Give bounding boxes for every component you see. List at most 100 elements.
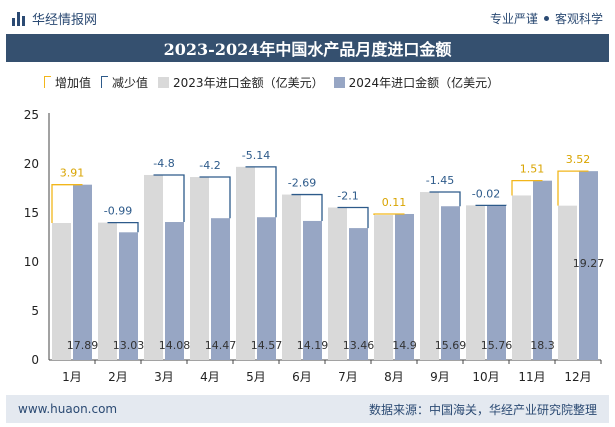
change-label: 1.51 — [520, 163, 545, 176]
bar-2024 — [579, 171, 598, 360]
bar-2023 — [236, 166, 255, 360]
x-tick-label: 6月 — [292, 370, 312, 384]
brand-name: 华经情报网 — [32, 13, 98, 28]
bar-2024 — [165, 222, 184, 360]
chart-title: 2023-2024年中国水产品月度进口金额 — [163, 40, 452, 59]
change-bracket — [557, 170, 589, 206]
swatch-2023-icon — [158, 76, 170, 88]
tagline-left: 专业严谨 — [489, 12, 538, 26]
value-label-2024: 14.9 — [392, 339, 417, 352]
bar-2024 — [257, 217, 276, 360]
value-label-2024: 14.57 — [251, 339, 283, 352]
y-tick-label: 15 — [24, 206, 39, 220]
bar-2024 — [303, 220, 322, 360]
bar-2024 — [119, 232, 138, 360]
bar-2024 — [73, 184, 92, 360]
bar-2023 — [374, 215, 393, 360]
x-tick-label: 9月 — [430, 370, 450, 384]
change-bracket — [291, 193, 323, 221]
change-label: -4.2 — [199, 159, 220, 172]
value-label-2024: 14.08 — [159, 339, 191, 352]
change-label: -5.14 — [242, 149, 270, 162]
bar-2023 — [144, 174, 163, 360]
value-label-2024: 15.76 — [481, 339, 513, 352]
change-bracket — [51, 184, 83, 223]
change-label: 0.11 — [382, 196, 407, 209]
value-label-2024: 17.89 — [67, 339, 99, 352]
legend-label-decrease: 减少值 — [112, 75, 149, 90]
title-bar: 2023-2024年中国水产品月度进口金额 — [6, 34, 609, 62]
bar-2023 — [328, 207, 347, 360]
bar-logo-icon — [12, 11, 26, 26]
decrease-swatch-icon — [101, 76, 109, 88]
bar-2024 — [533, 180, 552, 360]
legend-label-2024: 2024年进口金额（亿美元） — [348, 75, 500, 90]
dot-icon — [543, 16, 549, 21]
change-label: -4.8 — [153, 157, 174, 170]
change-label: -1.45 — [426, 174, 454, 187]
legend-item-increase[interactable]: 增加值 — [44, 74, 91, 91]
legend-item-decrease[interactable]: 减少值 — [101, 74, 148, 91]
bar-2023 — [52, 222, 71, 360]
bar-2023 — [282, 194, 301, 360]
value-label-2024: 19.27 — [573, 257, 605, 270]
change-label: -0.02 — [472, 187, 500, 200]
legend: 增加值 减少值 2023年进口金额（亿美元） 2024年进口金额（亿美元） — [44, 71, 499, 93]
bar-2024 — [487, 205, 506, 360]
y-tick-label: 0 — [31, 353, 39, 367]
x-tick-label: 3月 — [154, 370, 174, 384]
bar-2023 — [558, 205, 577, 360]
change-bracket — [245, 166, 277, 218]
change-label: -2.69 — [288, 177, 316, 190]
header-bar: 华经情报网 专业严谨 客观科学 — [0, 0, 615, 34]
value-label-2024: 13.03 — [113, 339, 145, 352]
x-tick-label: 12月 — [564, 370, 591, 384]
bar-2023 — [466, 205, 485, 360]
legend-label-2023: 2023年进口金额（亿美元） — [173, 75, 324, 90]
change-label: 3.52 — [566, 153, 591, 166]
y-tick-label: 25 — [24, 108, 39, 122]
value-label-2024: 14.47 — [205, 339, 237, 352]
bar-2023 — [98, 222, 117, 360]
brand[interactable]: 华经情报网 — [12, 9, 97, 28]
y-tick-label: 5 — [31, 304, 39, 318]
footer-source: 数据来源：中国海关，华经产业研究院整理 — [368, 402, 597, 417]
y-tick-label: 10 — [24, 255, 39, 269]
change-bracket — [199, 176, 231, 219]
x-tick-label: 1月 — [62, 370, 82, 384]
footer-bar: www.huaon.com 数据来源：中国海关，华经产业研究院整理 — [6, 395, 609, 423]
footer-url[interactable]: www.huaon.com — [18, 402, 118, 416]
tagline: 专业严谨 客观科学 — [490, 10, 603, 27]
legend-label-increase: 增加值 — [55, 75, 92, 90]
change-bracket — [153, 174, 185, 223]
tagline-right: 客观科学 — [554, 12, 603, 26]
change-bracket — [429, 191, 461, 207]
bar-2023 — [512, 195, 531, 360]
value-label-2024: 18.3 — [530, 339, 555, 352]
x-tick-label: 2月 — [108, 370, 128, 384]
change-bracket — [511, 180, 543, 196]
swatch-2024-icon — [333, 76, 345, 88]
legend-item-2023[interactable]: 2023年进口金额（亿美元） — [158, 74, 324, 91]
x-tick-label: 8月 — [384, 370, 404, 384]
bar-2024 — [395, 213, 414, 360]
x-tick-label: 10月 — [472, 370, 499, 384]
y-tick-label: 20 — [24, 157, 39, 171]
change-label: 3.91 — [60, 167, 85, 180]
bar-2024 — [211, 218, 230, 360]
change-label: -2.1 — [337, 190, 358, 203]
bar-2023 — [190, 177, 209, 360]
value-label-2024: 13.46 — [343, 339, 375, 352]
chart-plot: 0 5 10 15 20 25 3.91 17.89 1月 -0.99 13.03 2月 -4.8 14.… — [24, 108, 605, 384]
x-tick-label: 5月 — [246, 370, 266, 384]
value-label-2024: 14.19 — [297, 339, 329, 352]
change-label: -0.99 — [104, 205, 132, 218]
legend-item-2024[interactable]: 2024年进口金额（亿美元） — [333, 74, 500, 91]
bar-2024 — [441, 206, 460, 360]
bar-2023 — [420, 192, 439, 360]
change-bracket — [373, 213, 405, 216]
value-label-2024: 15.69 — [435, 339, 467, 352]
x-tick-label: 11月 — [518, 370, 545, 384]
increase-swatch-icon — [44, 76, 51, 88]
